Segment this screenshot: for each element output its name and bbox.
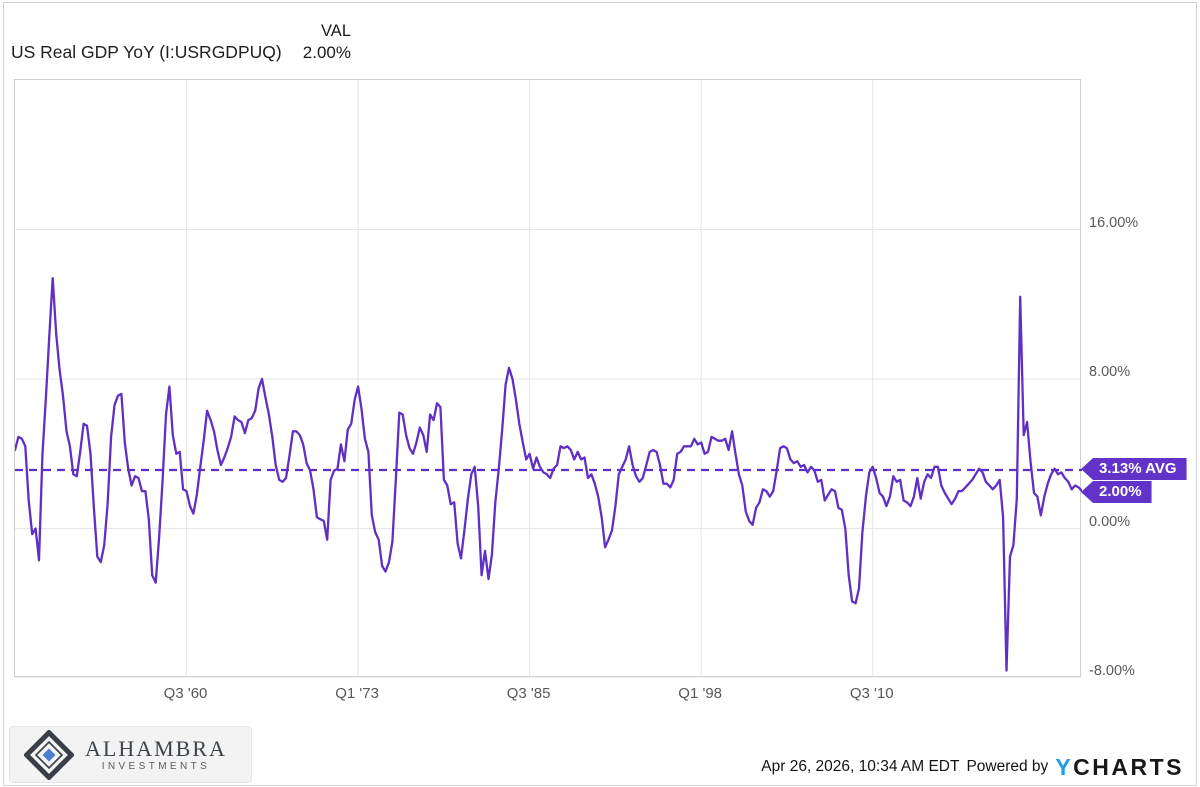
y-tick-label: -8.00% — [1089, 663, 1135, 679]
powered-by-label: Powered by — [966, 758, 1049, 775]
x-tick-label: Q3 '60 — [163, 685, 208, 702]
last-value-badge: 2.00% — [1081, 481, 1152, 503]
footer-attribution: Apr 26, 2026, 10:34 AM EDT Powered by YC… — [761, 752, 1184, 782]
alhambra-subtitle: INVESTMENTS — [101, 760, 211, 772]
alhambra-name: ALHAMBRA — [85, 735, 227, 761]
plot-area — [14, 79, 1082, 678]
ycharts-logo: YCHARTS — [1055, 752, 1184, 782]
chart-svg — [15, 80, 1082, 678]
alhambra-diamond-icon — [24, 729, 74, 780]
average-value-badge: 3.13% AVG — [1081, 458, 1187, 480]
chart-title: US Real GDP YoY (I:USRGDPUQ) — [11, 42, 282, 62]
x-tick-label: Q3 '85 — [506, 685, 551, 702]
val-column: VAL 2.00% — [230, 21, 351, 64]
alhambra-wordmark: ALHAMBRA INVESTMENTS — [85, 735, 227, 773]
x-tick-label: Q1 '98 — [678, 685, 723, 702]
val-current-value: 2.00% — [302, 43, 351, 62]
y-tick-label: 16.00% — [1089, 214, 1139, 231]
val-header-label: VAL — [321, 22, 351, 40]
x-tick-label: Q1 '73 — [335, 685, 379, 702]
timestamp: Apr 26, 2026, 10:34 AM EDT — [761, 758, 960, 775]
y-tick-label: 0.00% — [1089, 513, 1131, 530]
gdp-line — [15, 276, 1082, 672]
alhambra-logo-box: ALHAMBRA INVESTMENTS — [9, 726, 252, 783]
x-tick-label: Q3 '10 — [849, 685, 894, 702]
y-tick-label: 8.00% — [1089, 364, 1131, 380]
ycharts-y-glyph: Y — [1055, 754, 1074, 780]
ycharts-wordmark: CHARTS — [1073, 754, 1184, 780]
